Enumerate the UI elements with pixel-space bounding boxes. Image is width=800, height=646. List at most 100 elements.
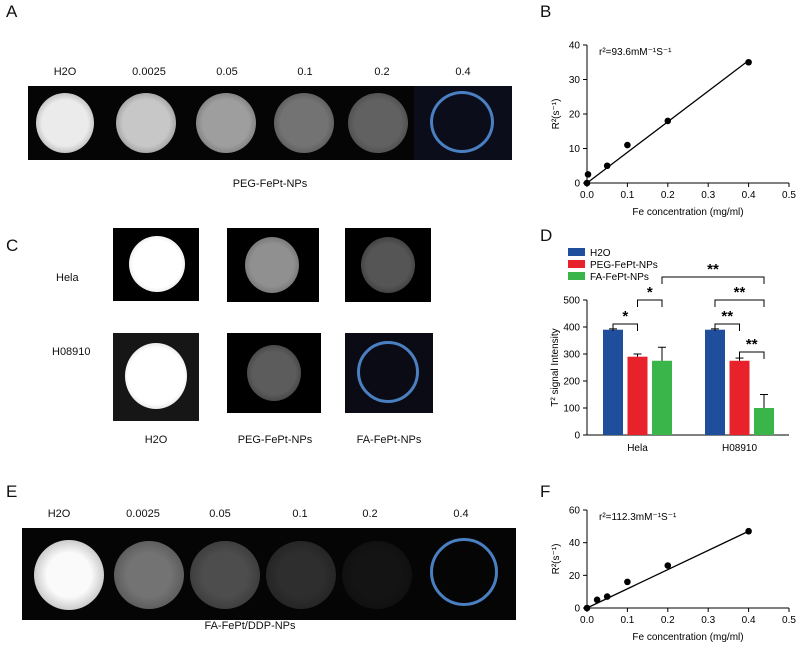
- y-tick-label-f-3: 60: [569, 506, 581, 517]
- mri-h08910-fa: [345, 333, 433, 413]
- legend-label-0: H2O: [590, 248, 611, 259]
- bar-1-2: [754, 408, 774, 435]
- sig-bracket-0-label: *: [622, 308, 628, 325]
- y-tick-label-d-4: 400: [563, 323, 580, 334]
- conc-label-e-2: 0.05: [209, 508, 231, 520]
- y-axis-label-f: R²(s⁻¹): [551, 544, 562, 575]
- conc-label-a-3: 0.1: [297, 66, 313, 78]
- highlight-circle-c: [357, 341, 419, 403]
- row-label-h08910: H08910: [52, 346, 91, 358]
- conc-label-a-2: 0.05: [216, 66, 238, 78]
- x-tick-label-f-4: 0.4: [742, 615, 756, 626]
- y-tick-label-f-2: 40: [569, 538, 581, 549]
- x-tick-label-b-3: 0.3: [701, 190, 715, 201]
- conc-label-a-4: 0.2: [374, 66, 390, 78]
- mri-strip-a: [28, 86, 512, 160]
- well-a-3: [274, 93, 334, 153]
- panel-label-e: E: [6, 482, 18, 501]
- conc-label-a-0: H2O: [53, 66, 77, 78]
- x-tick-label-f-3: 0.3: [701, 615, 715, 626]
- x-axis-label-f: Fe concentration (mg/ml): [632, 632, 743, 643]
- data-point-f-3: [624, 578, 631, 586]
- well-e-2: [190, 541, 260, 609]
- legend-label-2: FA-FePt-NPs: [590, 272, 649, 283]
- mri-h08910-peg: [227, 333, 321, 413]
- conc-label-e-4: 0.2: [362, 508, 378, 520]
- mri-hela-fa: [345, 228, 431, 302]
- highlight-circle-e: [430, 538, 498, 606]
- x-axis-label-b: Fe concentration (mg/ml): [632, 207, 743, 218]
- panel-label-f: F: [540, 482, 551, 501]
- data-point-f-5: [745, 527, 752, 535]
- x-tick-label-b-0: 0.0: [580, 190, 594, 201]
- legend-swatch-2: [568, 272, 585, 280]
- data-point-b-3: [624, 141, 631, 149]
- sig-bracket-1-label: *: [647, 284, 653, 301]
- conc-label-a-5: 0.4: [455, 66, 471, 78]
- well-a-1: [116, 93, 176, 153]
- y-tick-label-b-2: 20: [569, 110, 581, 121]
- y-axis-label-d: T² signal Intensity: [550, 328, 561, 406]
- col-label-peg: PEG-FePt-NPs: [237, 434, 313, 446]
- chart-b-relaxivity-peg: 0.0 0.1 0.2 0.3 0.4 0.5 0 10 20 30 40 r²=93.6mM⁻¹S⁻…: [551, 41, 796, 219]
- y-tick-label-b-0: 0: [574, 179, 580, 190]
- x-tick-label-b-2: 0.2: [661, 190, 675, 201]
- conc-label-e-1: 0.0025: [126, 508, 160, 520]
- sig-bracket-3-label: **: [746, 336, 758, 353]
- sig-bracket-3: [739, 351, 765, 359]
- x-tick-label-b-4: 0.4: [742, 190, 756, 201]
- y-tick-label-b-4: 40: [569, 41, 581, 52]
- fit-annotation-f: r²=112.3mM⁻¹S⁻¹: [599, 512, 677, 523]
- col-label-fa: FA-FePt-NPs: [356, 434, 422, 446]
- sig-bracket-5: [661, 276, 765, 284]
- chart-d-t2-signal-intensity: 0 100 200 300 400 500 T² signal Intensity Hela H…: [550, 248, 789, 454]
- x-tick-label-b-5: 0.5: [782, 190, 796, 201]
- mri-hela-peg: [227, 228, 319, 302]
- y-tick-label-d-5: 500: [563, 296, 580, 307]
- y-tick-label-f-0: 0: [574, 604, 580, 615]
- well-h08910-h2o: [125, 343, 187, 409]
- conc-label-e-3: 0.1: [292, 508, 308, 520]
- bar-1-1: [729, 360, 750, 435]
- x-tick-label-f-2: 0.2: [661, 615, 675, 626]
- col-label-h2o: H2O: [144, 434, 168, 446]
- y-tick-label-d-2: 200: [563, 377, 580, 388]
- sig-bracket-2: [714, 323, 740, 331]
- data-point-f-2: [603, 593, 611, 600]
- well-e-3: [266, 541, 336, 609]
- sig-bracket-2-label: **: [721, 308, 733, 325]
- x-tick-label-f-1: 0.1: [620, 615, 634, 626]
- well-hela-h2o: [129, 236, 185, 292]
- well-e-4: [342, 541, 412, 609]
- highlight-circle-a: [430, 91, 494, 153]
- caption-e: FA-FePt/DDP-NPs: [204, 620, 296, 632]
- data-point-b-1: [584, 171, 592, 178]
- row-label-hela: Hela: [56, 272, 79, 284]
- sig-bracket-4: [714, 299, 765, 307]
- y-tick-label-b-3: 30: [569, 75, 581, 86]
- panel-label-d: D: [540, 226, 553, 245]
- fit-line-f: [586, 530, 749, 609]
- bar-0-0: [603, 329, 623, 435]
- well-e-0: [34, 540, 104, 610]
- chart-f-relaxivity-fa-ddp: 0.0 0.1 0.2 0.3 0.4 0.5 0 20 40 60 r²=112.3mM⁻¹S⁻¹…: [551, 506, 796, 644]
- data-point-b-2: [603, 162, 611, 170]
- sig-bracket-5-label: **: [707, 261, 719, 278]
- well-e-1: [114, 541, 184, 609]
- data-point-f-4: [664, 562, 672, 569]
- mri-hela-h2o: [113, 228, 199, 301]
- legend-swatch-1: [568, 260, 585, 268]
- y-axis-label-b: R²(s⁻¹): [551, 99, 562, 130]
- well-hela-fa: [361, 237, 415, 293]
- sig-bracket-4-label: **: [734, 284, 746, 301]
- panel-label-b: B: [540, 2, 552, 21]
- well-h08910-peg: [247, 345, 301, 401]
- legend-label-1: PEG-FePt-NPs: [590, 260, 658, 271]
- mri-h08910-h2o: [113, 333, 199, 421]
- conc-label-a-1: 0.0025: [132, 66, 166, 78]
- x-tick-label-f-0: 0.0: [580, 615, 594, 626]
- data-point-f-1: [593, 596, 601, 604]
- y-tick-label-d-0: 0: [574, 431, 580, 442]
- mri-strip-e: [22, 528, 516, 620]
- x-tick-label-f-5: 0.5: [782, 615, 796, 626]
